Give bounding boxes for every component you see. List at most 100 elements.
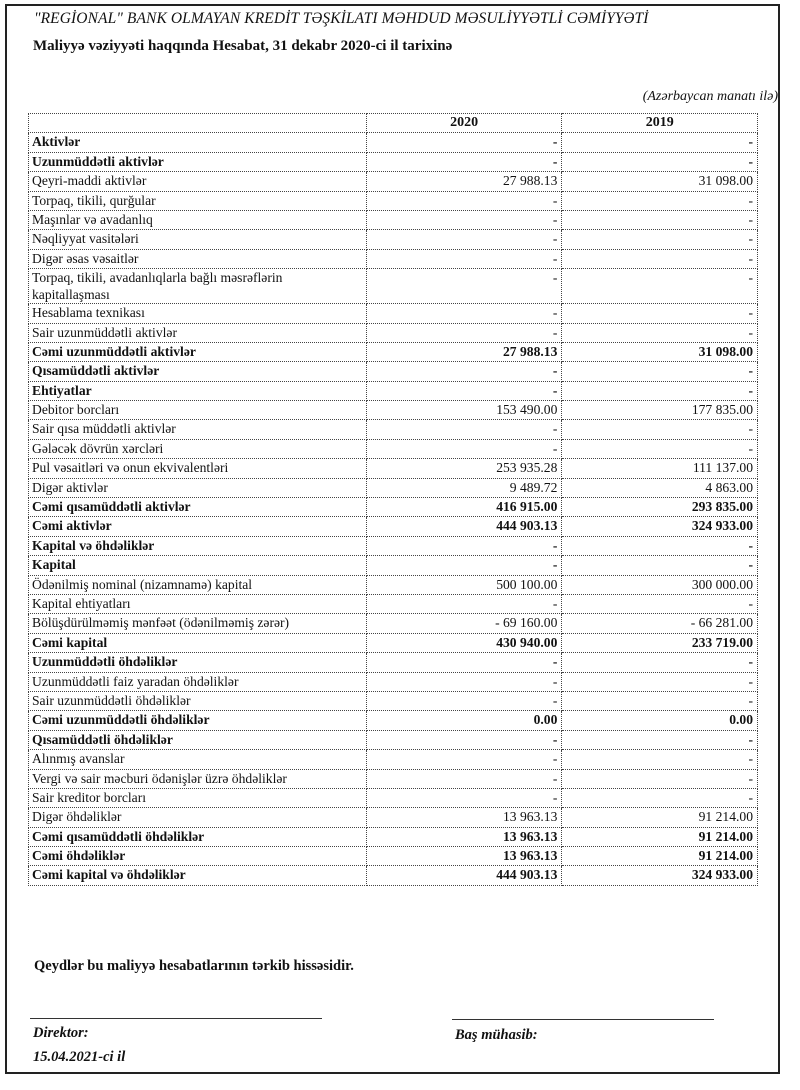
value-2020: - <box>365 303 563 324</box>
value-2020: - <box>365 380 563 402</box>
table-row: Digər aktivlər 9 489.72 4 863.00 <box>28 477 758 499</box>
table-row: Kapital ehtiyatları - - <box>28 593 758 615</box>
table-row: Sair uzunmüddətli öhdəliklər - - <box>28 690 758 712</box>
value-2020: 13 963.13 <box>365 846 563 867</box>
table-row: Cəmi kapital 430 940.00 233 719.00 <box>28 632 758 654</box>
value-2019: 91 214.00 <box>561 826 758 848</box>
row-label: Nəqliyyat vasitələri <box>28 229 367 250</box>
table-row: Hesablama texnikası - - <box>28 303 758 324</box>
value-2020: - <box>365 209 563 231</box>
row-label: Ehtiyatlar <box>28 380 367 402</box>
report-title: Maliyyə vəziyyəti haqqında Hesabat, 31 d… <box>33 38 453 54</box>
value-2020: - <box>365 787 563 809</box>
value-2019: - <box>561 438 758 460</box>
value-2020: - <box>365 749 563 770</box>
value-2019: - <box>561 229 758 250</box>
value-2020: - <box>365 229 563 250</box>
value-2020: - <box>365 768 563 789</box>
value-2020: 430 940.00 <box>365 632 563 654</box>
row-label: Maşınlar və avadanlıq <box>28 209 367 231</box>
table-row: Torpaq, tikili, avadanlıqlarla bağlı məs… <box>28 268 758 305</box>
table-row: Nəqliyyat vasitələri - - <box>28 229 758 250</box>
value-2019: 31 098.00 <box>561 341 758 363</box>
value-2020: - <box>365 190 563 211</box>
value-2020: - <box>365 593 563 615</box>
table-row: Kapital və öhdəliklər - - <box>28 535 758 557</box>
value-2019: - <box>561 268 758 305</box>
value-2019: - <box>561 209 758 231</box>
organization-name: "REGİONAL" BANK OLMAYAN KREDİT TƏŞKİLATI… <box>34 10 649 27</box>
table-row: Qeyri-maddi aktivlər 27 988.13 31 098.00 <box>28 171 758 192</box>
value-2019: - <box>561 132 758 153</box>
value-2019: - <box>561 729 758 751</box>
value-2019: - <box>561 322 758 343</box>
value-2019: 324 933.00 <box>561 865 758 886</box>
value-2019: - <box>561 248 758 270</box>
row-label: Uzunmüddətli öhdəliklər <box>28 652 367 673</box>
value-2019: 300 000.00 <box>561 574 758 595</box>
value-2020: - <box>365 361 563 382</box>
table-row: Uzunmüddətli faiz yaradan öhdəliklər - - <box>28 671 758 692</box>
table-row: Maşınlar və avadanlıq - - <box>28 209 758 231</box>
table-row: Sair uzunmüddətli aktivlər - - <box>28 322 758 343</box>
row-label: Cəmi uzunmüddətli öhdəliklər <box>28 710 367 731</box>
value-2020: - <box>365 535 563 557</box>
table-row: Kapital - - <box>28 555 758 576</box>
row-label: Uzunmüddətli aktivlər <box>28 151 367 173</box>
row-label: Sair qısa müddətli aktivlər <box>28 419 367 440</box>
table-row: Cəmi uzunmüddətli aktivlər 27 988.13 31 09… <box>28 341 758 363</box>
value-2020: - 69 160.00 <box>365 613 563 634</box>
value-2020: - <box>365 555 563 576</box>
table-row: Digər öhdəliklər 13 963.13 91 214.00 <box>28 807 758 828</box>
column-header-label <box>28 112 367 134</box>
table-row: Uzunmüddətli öhdəliklər - - <box>28 652 758 673</box>
column-header-2019: 2019 <box>561 112 758 134</box>
value-2020: - <box>365 151 563 173</box>
chief-accountant-label: Baş mühasib: <box>455 1027 538 1043</box>
table-row: Digər əsas vəsaitlər - - <box>28 248 758 270</box>
value-2020: - <box>365 690 563 712</box>
value-2019: - <box>561 380 758 402</box>
value-2019: - <box>561 190 758 211</box>
row-label: Cəmi kapital və öhdəliklər <box>28 865 367 886</box>
notes-statement: Qeydlər bu maliyyə hesabatlarının tərkib… <box>34 958 354 974</box>
director-label: Direktor: <box>33 1025 89 1041</box>
row-label: Sair uzunmüddətli öhdəliklər <box>28 690 367 712</box>
value-2020: 13 963.13 <box>365 807 563 828</box>
value-2019: - <box>561 555 758 576</box>
row-label: Qısamüddətli öhdəliklər <box>28 729 367 751</box>
value-2020: 0.00 <box>365 710 563 731</box>
row-label: Kapital ehtiyatları <box>28 593 367 615</box>
row-label: Digər əsas vəsaitlər <box>28 248 367 270</box>
value-2020: - <box>365 438 563 460</box>
row-label: Pul vəsaitləri və onun ekvivalentləri <box>28 458 367 479</box>
value-2020: 253 935.28 <box>365 458 563 479</box>
value-2019: 177 835.00 <box>561 400 758 421</box>
table-row: Aktivlər - - <box>28 132 758 153</box>
value-2020: - <box>365 322 563 343</box>
row-label: Torpaq, tikili, qurğular <box>28 190 367 211</box>
value-2020: 27 988.13 <box>365 341 563 363</box>
row-label: Alınmış avanslar <box>28 749 367 770</box>
row-label: Sair uzunmüddətli aktivlər <box>28 322 367 343</box>
table-row: Cəmi kapital və öhdəliklər 444 903.13 324 … <box>28 865 758 886</box>
table-row: Uzunmüddətli aktivlər - - <box>28 151 758 173</box>
row-label: Ödənilmiş nominal (nizamnamə) kapital <box>28 574 367 595</box>
value-2019: - <box>561 303 758 324</box>
table-row: Cəmi aktivlər 444 903.13 324 933.00 <box>28 516 758 537</box>
value-2020: 27 988.13 <box>365 171 563 192</box>
value-2019: - <box>561 690 758 712</box>
value-2019: 324 933.00 <box>561 516 758 537</box>
row-label: Kapital <box>28 555 367 576</box>
value-2020: 444 903.13 <box>365 865 563 886</box>
table-row: Pul vəsaitləri və onun ekvivalentləri 253… <box>28 458 758 479</box>
table-row: Qısamüddətli öhdəliklər - - <box>28 729 758 751</box>
row-label: Qısamüddətli aktivlər <box>28 361 367 382</box>
value-2020: 13 963.13 <box>365 826 563 848</box>
value-2019: 0.00 <box>561 710 758 731</box>
value-2019: 31 098.00 <box>561 171 758 192</box>
table-row: Torpaq, tikili, qurğular - - <box>28 190 758 211</box>
value-2019: 233 719.00 <box>561 632 758 654</box>
table-row: Bölüşdürülməmiş mənfəət (ödənilməmiş zər… <box>28 613 758 634</box>
value-2020: 153 490.00 <box>365 400 563 421</box>
